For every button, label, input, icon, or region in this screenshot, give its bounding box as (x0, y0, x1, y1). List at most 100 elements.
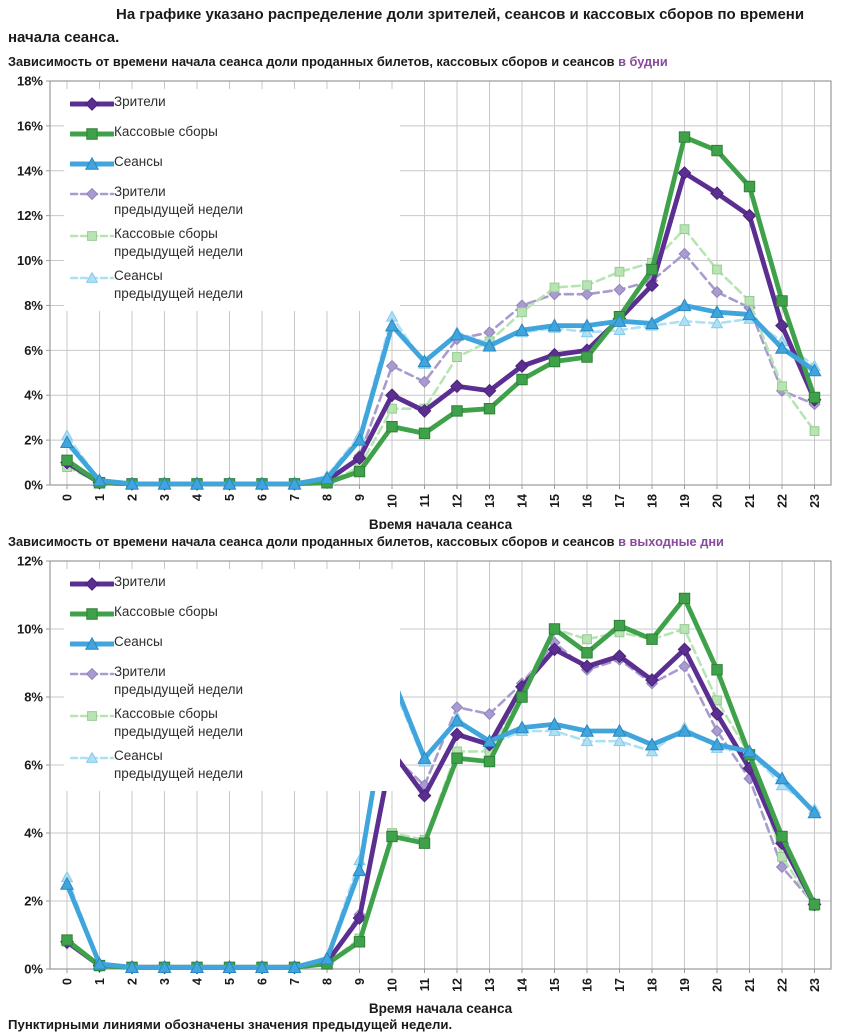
legend-label-viewers-prev: Зрители предыдущей недели (114, 664, 244, 697)
y-axis-label: 12% (17, 208, 43, 223)
legend-swatch-viewers (70, 97, 114, 111)
marker-sessions (222, 960, 237, 973)
y-axis-label: 10% (17, 622, 43, 637)
x-axis-label: 17 (613, 494, 627, 508)
marker-sessions (59, 876, 75, 890)
marker-viewers-prev (710, 285, 724, 299)
y-axis-label: 8% (24, 298, 43, 313)
marker-box-office (483, 755, 496, 768)
x-axis-label: 12 (451, 494, 465, 508)
x-axis-label: 1 (93, 978, 107, 985)
x-axis-label: 1 (93, 494, 107, 501)
y-axis-label: 6% (24, 343, 43, 358)
marker-viewers (515, 359, 529, 373)
marker-box-office-prev (777, 381, 787, 392)
legend-swatch-box-office-prev (70, 231, 114, 241)
marker-sessions (742, 744, 757, 758)
marker-box-office-prev (679, 624, 690, 634)
legend-swatch-viewers (70, 577, 114, 591)
legend-item-viewers: Зрители (70, 573, 400, 592)
marker-box-office (776, 295, 788, 307)
x-axis-label: 9 (353, 978, 367, 985)
y-axis-label: 12% (17, 554, 43, 569)
series-line-sessions (64, 303, 817, 487)
x-axis-label: 6 (256, 978, 270, 985)
series-line-sessions (64, 674, 817, 970)
legend-swatch-box-office (70, 608, 114, 620)
page-title: На графике указано распределение доли зр… (8, 6, 805, 46)
legend-item-box-office-prev: Кассовые сборы предыдущей недели (70, 705, 400, 741)
footnote: Пунктирными линиями обозначены значения … (8, 1017, 453, 1032)
legend-swatch-viewers-prev (70, 187, 114, 201)
marker-sessions-prev (580, 734, 594, 747)
marker-box-office (776, 830, 788, 843)
marker-viewers (450, 379, 464, 394)
marker-sessions (514, 720, 530, 734)
marker-viewers (482, 383, 497, 398)
marker-sessions-prev (613, 734, 626, 747)
marker-sessions (449, 327, 465, 341)
x-axis-label: 3 (158, 494, 172, 501)
marker-sessions (319, 471, 335, 484)
x-axis-label: 11 (418, 978, 432, 991)
y-axis-label: 18% (17, 74, 43, 89)
marker-sessions (449, 713, 465, 727)
marker-viewers (417, 788, 432, 803)
marker-viewers (710, 186, 724, 201)
marker-viewers-prev (678, 660, 691, 673)
plot-border (49, 560, 832, 970)
marker-box-office (646, 633, 658, 645)
marker-box-office (386, 420, 398, 433)
x-axis-label: 23 (808, 978, 822, 992)
x-axis-label: 0 (61, 494, 75, 501)
y-axis-label: 2% (24, 894, 43, 909)
legend-swatch-sessions-prev (70, 271, 114, 283)
marker-sessions (579, 318, 595, 332)
x-axis-label: 18 (646, 978, 660, 992)
weekday-chart-legend: Зрители Кассовые сборы Сеансы Зрители предыд… (64, 89, 400, 311)
marker-sessions (124, 960, 140, 973)
x-axis-label: 8 (321, 494, 335, 501)
legend-label-box-office: Кассовые сборы (114, 124, 218, 139)
marker-box-office (711, 664, 723, 676)
marker-sessions-prev (775, 778, 789, 791)
marker-box-office-prev (809, 426, 820, 437)
legend-item-box-office: Кассовые сборы (70, 603, 400, 622)
marker-sessions (189, 960, 205, 973)
marker-sessions (482, 338, 497, 352)
legend-label-sessions-prev: Сеансы предыдущей недели (114, 268, 244, 301)
x-axis-label: 4 (191, 978, 205, 985)
weekday-chart-title-accent: в будни (618, 54, 668, 69)
marker-sessions (774, 771, 790, 785)
marker-sessions (677, 298, 692, 312)
marker-box-office-prev (744, 296, 755, 306)
marker-sessions (287, 476, 302, 490)
marker-box-office-prev (452, 352, 462, 362)
x-axis-label: 14 (516, 494, 530, 508)
marker-box-office (516, 373, 528, 386)
x-axis-label: 16 (581, 494, 595, 508)
marker-viewers (417, 404, 432, 418)
marker-box-office (711, 144, 723, 157)
marker-sessions (124, 476, 140, 490)
marker-viewers (742, 208, 757, 223)
y-axis-label: 10% (17, 253, 43, 268)
marker-sessions (92, 473, 107, 487)
y-axis-label: 16% (17, 118, 43, 133)
marker-sessions (482, 733, 497, 747)
marker-sessions (157, 960, 172, 973)
marker-viewers (580, 659, 594, 674)
legend-swatch-box-office-prev (70, 711, 114, 721)
legend-label-box-office-prev: Кассовые сборы предыдущей недели (114, 706, 244, 739)
marker-viewers (547, 642, 562, 657)
legend-swatch-sessions-prev (70, 751, 114, 763)
y-axis-label: 2% (24, 433, 43, 448)
weekend-chart-title-accent: в выходные дни (618, 534, 724, 549)
plot-border (49, 80, 832, 486)
marker-viewers (385, 388, 399, 403)
marker-sessions-prev (710, 316, 724, 329)
marker-sessions (417, 354, 432, 368)
marker-sessions (222, 476, 237, 490)
legend-item-box-office: Кассовые сборы (70, 123, 400, 142)
